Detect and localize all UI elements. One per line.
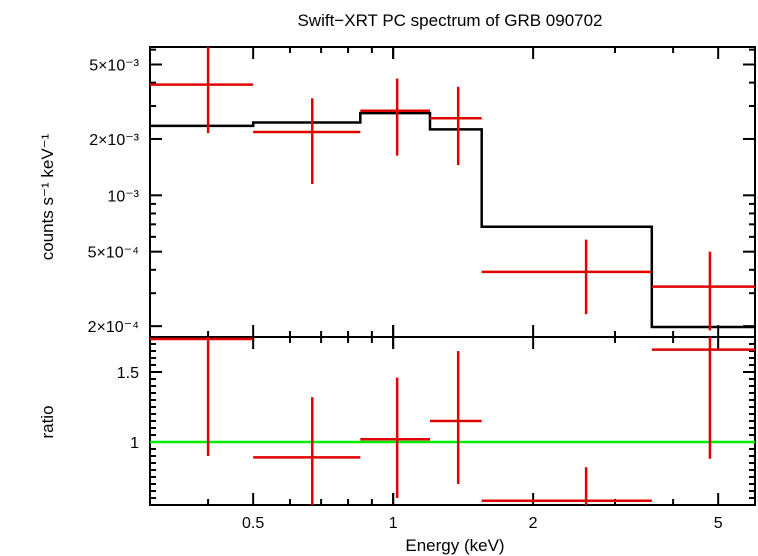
ratio-ylabel: ratio xyxy=(38,405,57,438)
x-tick-label: 1 xyxy=(389,515,398,532)
chart-title: Swift−XRT PC spectrum of GRB 090702 xyxy=(297,11,602,30)
x-tick-label: 5 xyxy=(714,515,723,532)
ratio-ytick-label: 1.5 xyxy=(117,365,139,382)
x-tick-label: 0.5 xyxy=(242,515,264,532)
spectrum-ytick-label: 5×10⁻⁴ xyxy=(88,245,139,262)
x-tick-label: 2 xyxy=(529,515,538,532)
spectrum-ytick-label: 5×10⁻³ xyxy=(89,57,139,74)
model-histogram xyxy=(150,111,755,329)
spectrum-ylabel: counts s⁻¹ keV⁻¹ xyxy=(38,133,57,260)
spectrum-frame xyxy=(149,46,756,338)
spectrum-panel: 5×10⁻³ 2×10⁻³ 10⁻³ 5×10⁻⁴ 2×10⁻⁴ xyxy=(88,46,756,338)
ratio-panel: 1.51 xyxy=(117,336,756,506)
spectrum-ytick-label: 10⁻³ xyxy=(107,188,139,205)
spectrum-ytick-label: 2×10⁻⁴ xyxy=(88,319,139,336)
x-axis-label: Energy (keV) xyxy=(405,536,504,555)
spectrum-ytick-label: 2×10⁻³ xyxy=(89,132,139,149)
ratio-ytick-label: 1 xyxy=(130,435,139,452)
